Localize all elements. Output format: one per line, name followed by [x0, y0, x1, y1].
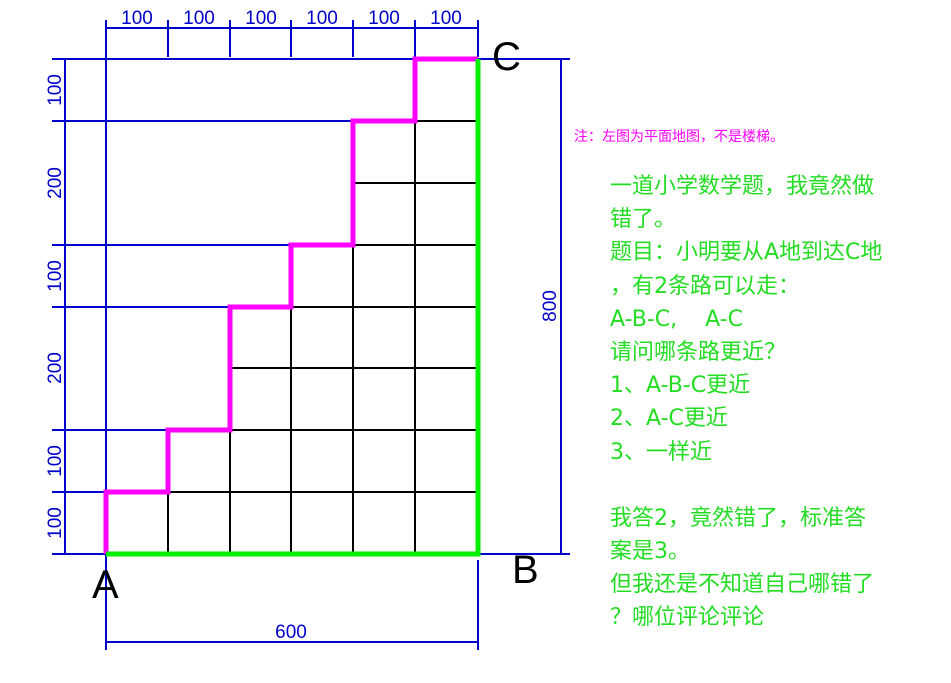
left-dimension-label: 100: [45, 260, 66, 292]
path-a-b-c: [106, 59, 481, 557]
top-dimension-label: 100: [368, 8, 400, 29]
text-line: 一道小学数学题，我竟然做: [610, 174, 875, 199]
text-line: 3、一样近: [610, 439, 712, 465]
right-dimension-label: 800: [540, 290, 561, 322]
question-text: 一道小学数学题，我竟然做 错了。题目：小明要从A地到达C地 ，有2条路可以走： A-B…: [610, 170, 882, 635]
point-b-label: B: [512, 548, 539, 592]
point-c-label: C: [492, 35, 521, 79]
text-line: A-B-C, A-C: [610, 306, 743, 332]
text-line: [610, 469, 882, 502]
left-dimension-label: 100: [45, 507, 66, 539]
text-line: 题目：小明要从A地到达C地: [610, 240, 883, 266]
top-dimension-label: 100: [183, 8, 215, 29]
text-line: 我答2，竟然错了，标准答: [610, 505, 866, 531]
left-dimension-label: 200: [45, 352, 66, 384]
top-dimension-label: 100: [245, 8, 277, 29]
text-line: ，有2条路可以走：: [610, 273, 800, 299]
point-a-label: A: [92, 563, 119, 607]
grid-lines: [106, 120, 478, 554]
left-dimension-label: 100: [45, 445, 66, 477]
top-dimension-label: 100: [306, 8, 338, 29]
text-line: 但我还是不知道自己哪错了: [610, 572, 875, 598]
text-line: 2、A-C更近: [610, 406, 728, 432]
left-dimension-label: 200: [45, 167, 66, 199]
text-line: 1、A-B-C更近: [610, 373, 751, 399]
bottom-dimension-label: 600: [275, 622, 307, 643]
text-line: ？哪位评论评论: [610, 605, 765, 631]
top-dimension-label: 100: [430, 8, 462, 29]
text-line: 案是3。: [610, 539, 690, 565]
path-a-to-c-staircase: [103, 56, 478, 554]
left-dimension-label: 100: [45, 74, 66, 106]
note-text: 注：左图为平面地图，不是楼梯。: [574, 129, 784, 145]
text-line: 请问哪条路更近？: [610, 339, 787, 365]
top-dimension-label: 100: [121, 8, 153, 29]
text-line: 错了。: [610, 207, 677, 233]
